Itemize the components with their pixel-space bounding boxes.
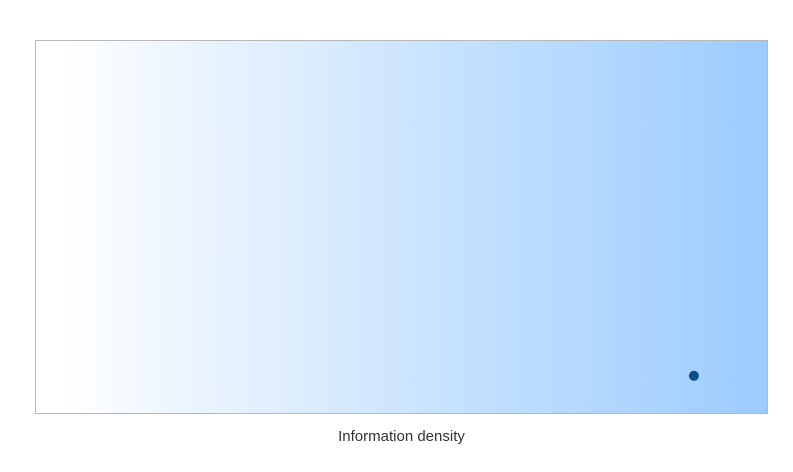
data-point <box>688 370 699 381</box>
x-axis-label: Information density <box>338 428 465 445</box>
plot-canvas <box>688 370 699 381</box>
plot-area <box>35 40 768 414</box>
